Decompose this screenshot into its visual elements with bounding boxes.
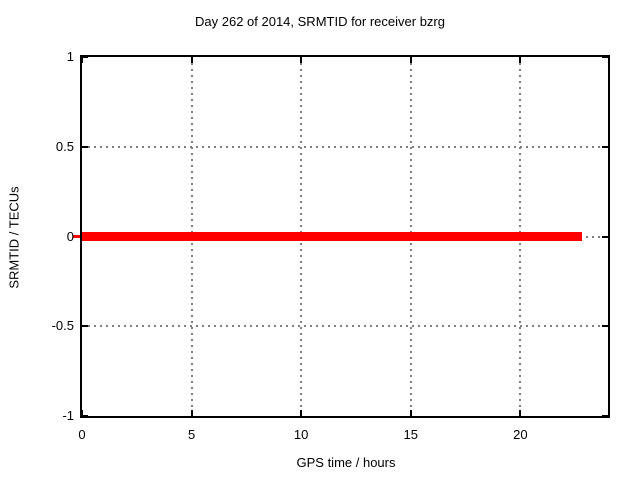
gridline-horizontal: [82, 325, 608, 328]
gridline-horizontal: [82, 145, 608, 148]
x-tick-mark-bottom: [81, 410, 83, 416]
y-tick-label: 0.5: [55, 138, 74, 154]
x-tick-label: 15: [403, 427, 418, 442]
x-tick-mark-top: [81, 57, 83, 63]
y-tick-mark-right: [602, 145, 608, 148]
x-tick-mark-bottom: [300, 410, 303, 416]
x-tick-mark-bottom: [409, 410, 412, 416]
x-axis-label: GPS time / hours: [296, 455, 396, 470]
series-start-cap-artifact: [73, 235, 80, 238]
y-tick-mark-left: [82, 325, 88, 328]
x-tick-mark-bottom: [190, 410, 193, 416]
y-tick-label: -1: [62, 408, 74, 423]
y-tick-label: 1: [66, 49, 74, 64]
x-tick-mark-top: [519, 57, 522, 63]
x-tick-label: 20: [513, 427, 528, 442]
y-tick-mark-right: [602, 325, 608, 328]
x-tick-mark-bottom: [519, 410, 522, 416]
y-tick-mark-right: [602, 235, 608, 238]
x-tick-label: 10: [293, 427, 309, 442]
plot-area: [73, 55, 610, 418]
y-tick-mark-left: [82, 145, 88, 148]
chart-title: Day 262 of 2014, SRMTID for receiver bzr…: [195, 14, 445, 29]
x-tick-mark-top: [190, 57, 193, 63]
y-tick-mark-left: [82, 56, 88, 58]
x-tick-mark-top: [409, 57, 412, 63]
x-tick-label: 5: [187, 427, 196, 442]
data-line-srmtid: [82, 232, 582, 241]
y-tick-mark-right: [602, 415, 608, 417]
x-tick-label: 0: [78, 427, 86, 442]
y-tick-mark-right: [602, 56, 608, 58]
x-tick-mark-top: [300, 57, 303, 63]
y-tick-label: -0.5: [51, 318, 74, 334]
y-tick-label: 0: [66, 228, 74, 244]
y-tick-mark-left: [82, 415, 88, 417]
